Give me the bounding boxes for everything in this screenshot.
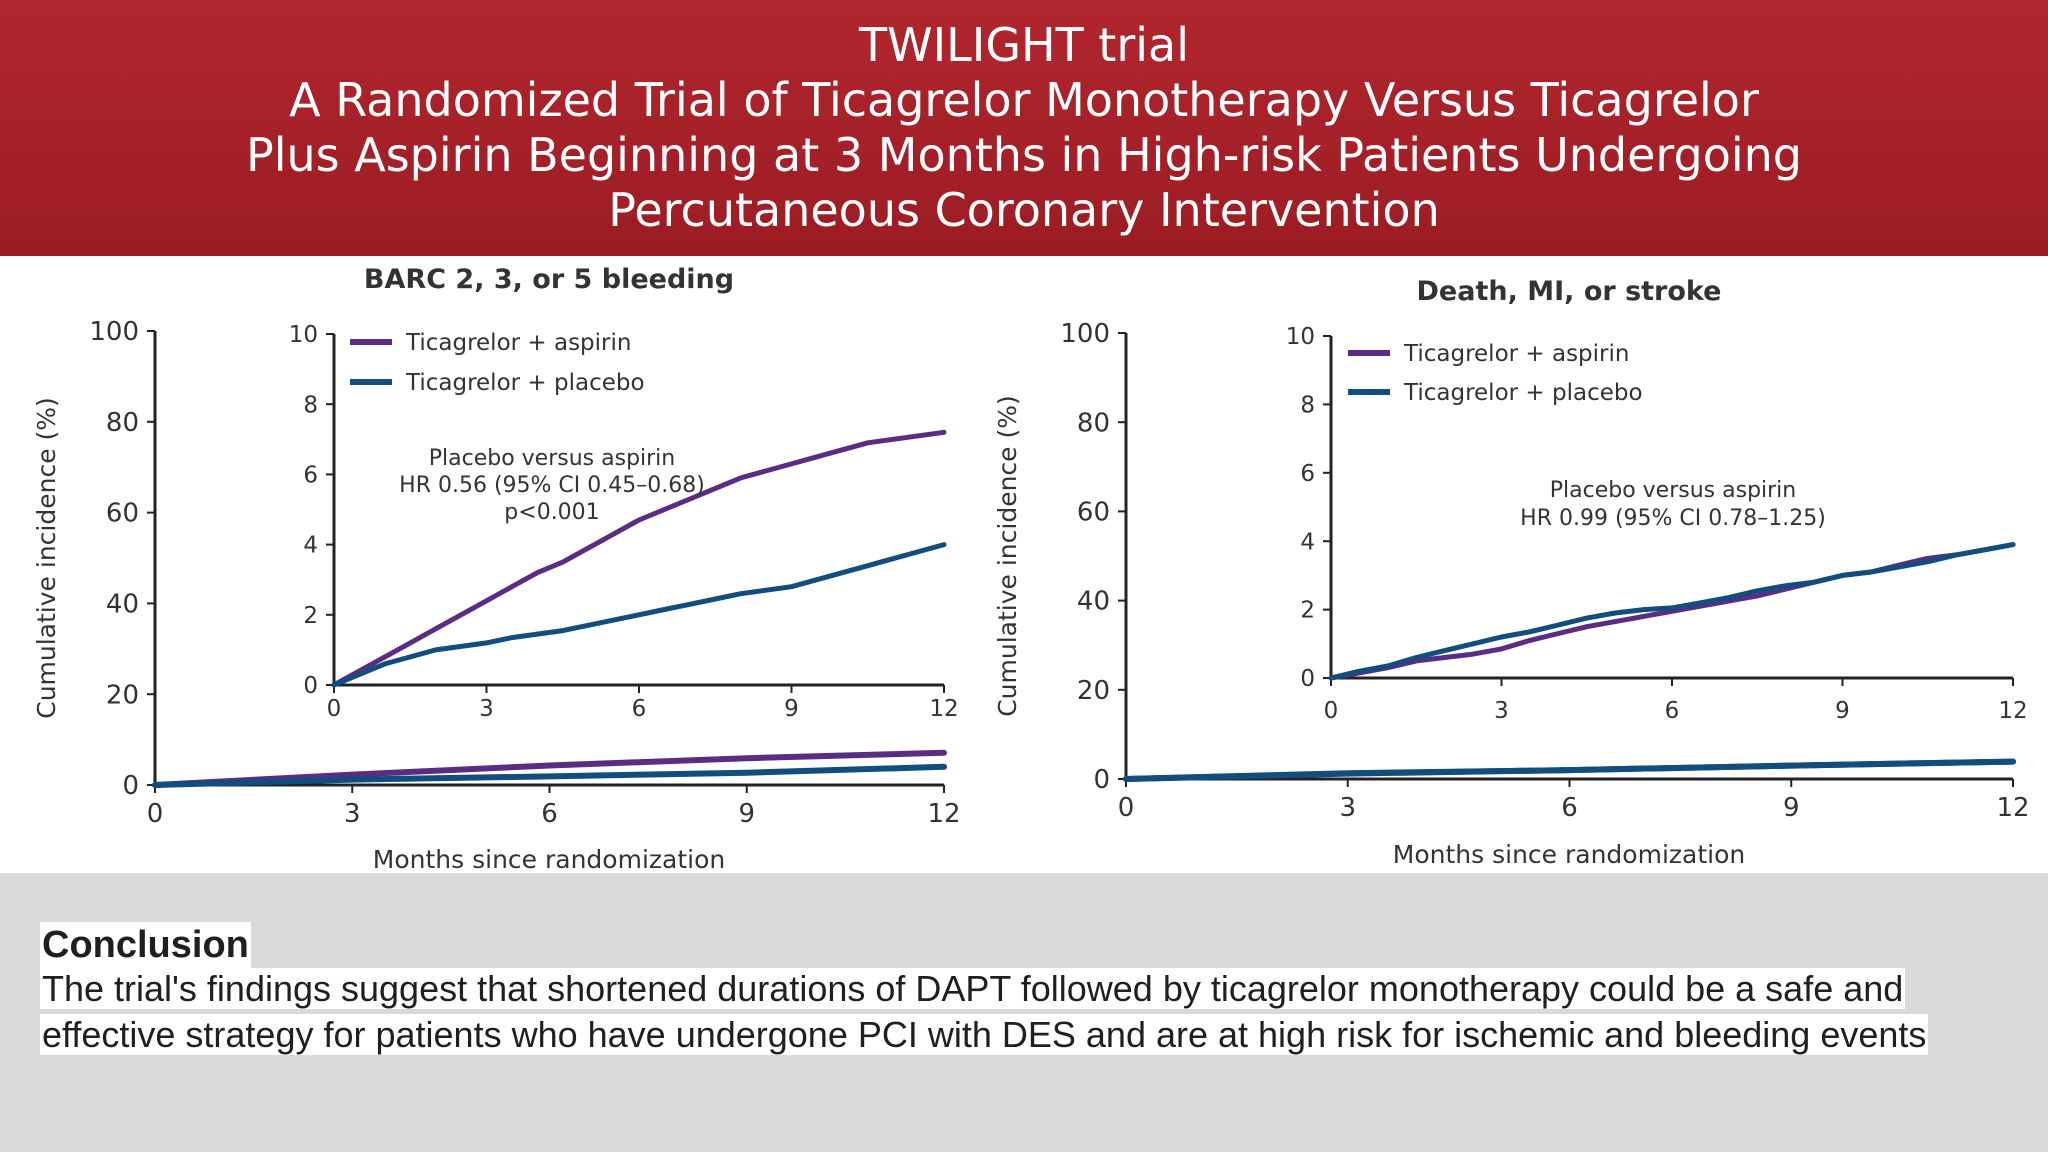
chart1-hr-annotation: Placebo versus aspirin — [429, 446, 676, 471]
chart2-main-y-tick-label: 40 — [1077, 587, 1110, 617]
chart1-main-x-tick-label: 9 — [738, 799, 755, 829]
chart2-main-x-tick-label: 6 — [1561, 793, 1578, 823]
chart2-inset-x-tick-label: 6 — [1665, 698, 1680, 724]
chart1-main-x-tick-label: 3 — [344, 799, 361, 829]
chart2-inset-x-tick-label: 9 — [1835, 698, 1850, 724]
chart2-inset-y-tick-label: 2 — [1300, 598, 1315, 624]
chart2-main-y-tick-label: 0 — [1093, 765, 1110, 795]
chart1-inset-y-tick-label: 4 — [303, 533, 318, 559]
chart2-main-series-line-placebo — [1123, 758, 2016, 782]
chart2-inset-y-tick-label: 0 — [1300, 666, 1315, 692]
chart1-inset-y-tick-label: 8 — [303, 392, 318, 418]
chart1-inset-x-tick-label: 6 — [632, 696, 647, 722]
chart2-inset-x-tick-label: 3 — [1494, 698, 1509, 724]
chart1-inset-series-line-aspirin — [331, 429, 947, 688]
chart1-main-y-tick-label: 80 — [106, 408, 139, 438]
chart1-main-y-tick-label: 60 — [106, 499, 139, 529]
chart1-inset-y-tick-label: 0 — [303, 673, 318, 699]
chart1-title: BARC 2, 3, or 5 bleeding — [364, 264, 734, 295]
chart1-main-x-tick-label: 6 — [541, 799, 558, 829]
chart-area: BARC 2, 3, or 5 bleeding Cumulative incid… — [0, 256, 2048, 873]
chart1-x-axis-label: Months since randomization — [373, 845, 725, 873]
chart2-inset-x-tick-label: 0 — [1324, 698, 1339, 724]
chart1-legend-label: Ticagrelor + aspirin — [405, 330, 631, 356]
title-banner: TWILIGHT trial A Randomized Trial of Tic… — [0, 0, 2048, 256]
title-line-2: A Randomized Trial of Ticagrelor Monothe… — [289, 73, 1759, 127]
chart1-inset-x-tick-label: 9 — [784, 696, 799, 722]
chart2-main-x-tick-label: 3 — [1339, 793, 1356, 823]
chart2-legend-label: Ticagrelor + placebo — [1403, 380, 1643, 406]
chart2-inset-y-tick-label: 10 — [1286, 324, 1315, 350]
conclusion-panel — [0, 873, 2048, 1152]
chart1-inset-x-tick-label: 12 — [929, 696, 958, 722]
chart2-main-x-tick-label: 9 — [1783, 793, 1800, 823]
chart1-hr-annotation: HR 0.56 (95% CI 0.45–0.68) — [399, 473, 705, 498]
chart2-x-axis-label: Months since randomization — [1393, 840, 1745, 869]
chart1-main-x-tick-label: 0 — [147, 799, 164, 829]
conclusion-text: The trial's findings suggest that shorte… — [40, 968, 1929, 1055]
chart2-main-y-tick-label: 60 — [1077, 498, 1110, 528]
chart2-title: Death, MI, or stroke — [1417, 276, 1722, 307]
chart1-inset-y-tick-label: 10 — [289, 322, 318, 348]
chart1-inset-x-tick-label: 0 — [327, 696, 342, 722]
chart1-main-y-tick-label: 0 — [122, 771, 139, 801]
chart2-hr-annotation: Placebo versus aspirin — [1550, 478, 1797, 503]
chart2-y-axis-label: Cumulative incidence (%) — [993, 395, 1022, 717]
chart2-inset-y-tick-label: 6 — [1300, 461, 1315, 487]
chart1-inset-x-tick-label: 3 — [479, 696, 494, 722]
chart2-inset-y-tick-label: 4 — [1300, 529, 1315, 555]
chart1-inset-y-tick-label: 2 — [303, 603, 318, 629]
chart1-legend-label: Ticagrelor + placebo — [405, 370, 645, 396]
chart2-main-y-tick-label: 20 — [1077, 676, 1110, 706]
chart2-inset-x-tick-label: 12 — [1998, 698, 2027, 724]
chart1-hr-annotation: p<0.001 — [504, 500, 599, 525]
chart1-inset-series-line-placebo — [331, 542, 947, 688]
chart2-main-y-tick-label: 100 — [1060, 319, 1110, 349]
title-line-1: TWILIGHT trial — [859, 18, 1189, 72]
chart1-main-y-tick-label: 20 — [106, 680, 139, 710]
chart2-inset-series-line-placebo — [1328, 542, 2016, 681]
chart1-main-x-tick-label: 12 — [927, 799, 960, 829]
chart2-legend-label: Ticagrelor + aspirin — [1403, 341, 1629, 367]
title-line-4: Percutaneous Coronary Intervention — [608, 183, 1440, 237]
title-line-3: Plus Aspirin Beginning at 3 Months in Hi… — [245, 128, 1802, 182]
conclusion-heading: Conclusion — [40, 922, 251, 968]
chart1-inset-y-tick-label: 6 — [303, 462, 318, 488]
chart2-inset-y-tick-label: 8 — [1300, 392, 1315, 418]
chart2-main-y-tick-label: 80 — [1077, 408, 1110, 438]
chart2-hr-annotation: HR 0.99 (95% CI 0.78–1.25) — [1520, 506, 1826, 531]
chart1-main-series-line-placebo — [152, 763, 947, 788]
chart1-y-axis-label: Cumulative incidence (%) — [32, 397, 61, 719]
chart2-main-x-tick-label: 12 — [1996, 793, 2029, 823]
conclusion-text-block: The trial's findings suggest that shorte… — [40, 966, 2020, 1058]
chart1-main-y-tick-label: 100 — [89, 317, 139, 347]
chart1-main-series-line-aspirin — [152, 749, 947, 788]
chart2-main-x-tick-label: 0 — [1118, 793, 1135, 823]
chart1-main-y-tick-label: 40 — [106, 590, 139, 620]
charts-canvas: BARC 2, 3, or 5 bleeding Cumulative incid… — [32, 264, 2030, 873]
